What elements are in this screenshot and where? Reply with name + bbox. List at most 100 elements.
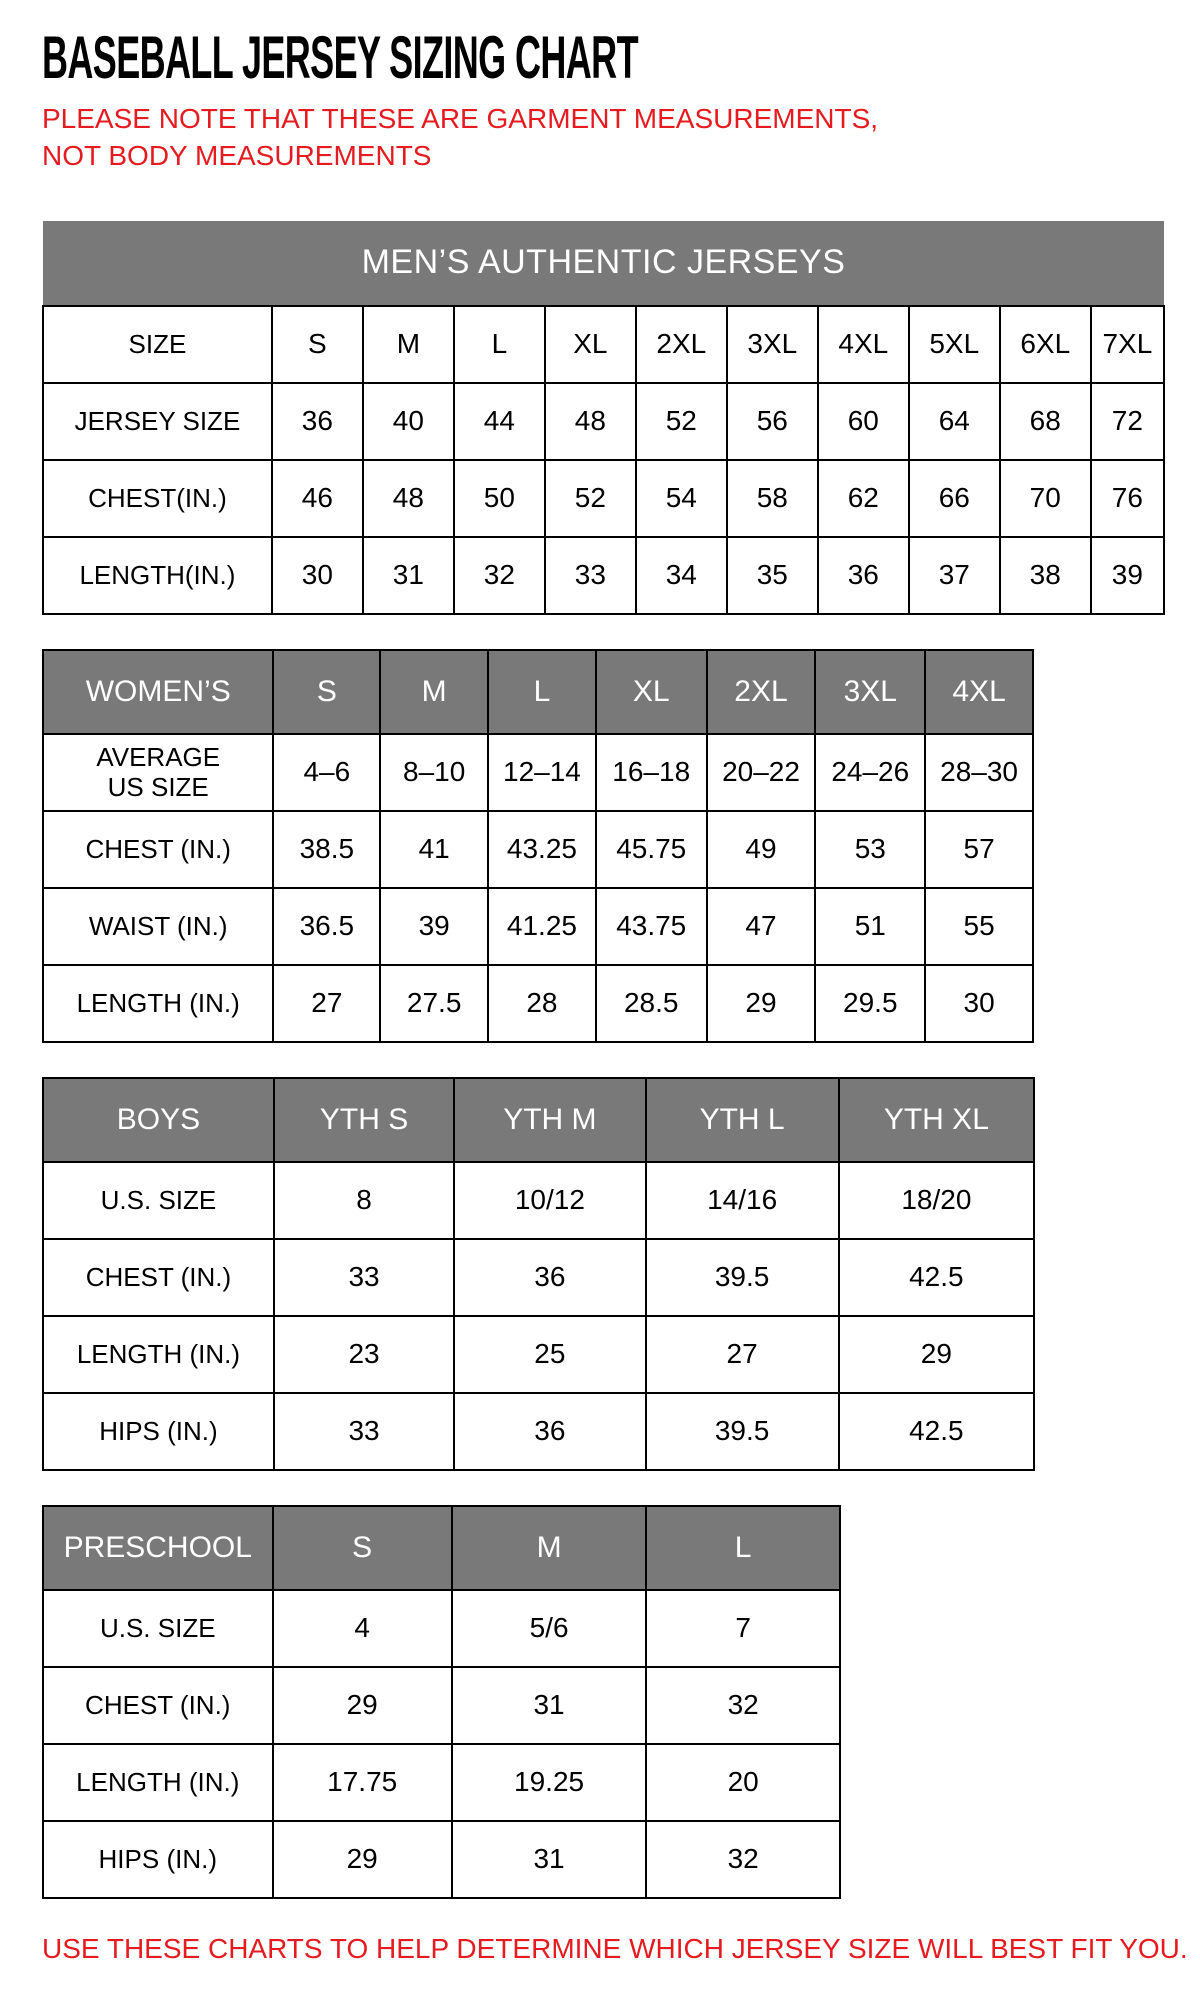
value-cell: 42.5 xyxy=(837,1391,1036,1471)
value-cell: 4–6 xyxy=(272,732,382,812)
header-row: WOMEN’S S M L XL 2XL 3XL 4XL xyxy=(41,648,1034,735)
value-cell: 32 xyxy=(452,535,546,615)
value-cell: 14/16 xyxy=(644,1160,840,1240)
row-label-cell: LENGTH(IN.) xyxy=(42,535,273,615)
value-cell: 39.5 xyxy=(644,1237,840,1317)
value-cell: 5XL xyxy=(907,304,1001,384)
row-label-cell: HIPS (IN.) xyxy=(42,1819,274,1899)
value-cell: 8–10 xyxy=(379,732,490,812)
value-cell: 29 xyxy=(271,1665,453,1745)
value-cell: 36 xyxy=(453,1237,647,1317)
garment-measurement-note: PLEASE NOTE THAT THESE ARE GARMENT MEASU… xyxy=(42,103,879,171)
column-header-cell: YTH L xyxy=(644,1076,840,1163)
table-row: HIPS (IN.) 29 31 32 xyxy=(42,1819,841,1899)
row-label-cell: LENGTH (IN.) xyxy=(41,963,275,1043)
value-cell: 27.5 xyxy=(379,963,490,1043)
column-header-cell: M xyxy=(379,648,490,735)
preschool-table: PRESCHOOL S M L U.S. SIZE 4 5/6 7 CHEST (IN.) 29 3… xyxy=(42,1504,841,1899)
row-label-cell: JERSEY SIZE xyxy=(42,381,273,461)
value-cell: 27 xyxy=(644,1314,840,1394)
column-header-cell: L xyxy=(645,1504,841,1591)
value-cell: XL xyxy=(543,304,637,384)
value-cell: 30 xyxy=(270,535,364,615)
column-header-cell: XL xyxy=(594,648,708,735)
value-cell: 29.5 xyxy=(814,963,927,1043)
row-label-cell: SIZE xyxy=(42,304,273,384)
header-row: BOYS YTH S YTH M YTH L YTH XL xyxy=(42,1076,1036,1163)
value-cell: 54 xyxy=(634,458,728,538)
value-cell: 28 xyxy=(487,963,597,1043)
column-header-cell: YTH XL xyxy=(837,1076,1036,1163)
row-label-cell: LENGTH (IN.) xyxy=(42,1314,275,1394)
value-cell: 68 xyxy=(998,381,1092,461)
column-header-cell: S xyxy=(272,648,382,735)
table-row: CHEST (IN.) 29 31 32 xyxy=(42,1665,841,1745)
column-header-cell: S xyxy=(271,1504,453,1591)
value-cell: 29 xyxy=(837,1314,1036,1394)
row-label-cell: AVERAGE US SIZE xyxy=(41,732,275,812)
value-cell: 12–14 xyxy=(487,732,597,812)
value-cell: 20 xyxy=(645,1742,841,1822)
header-row: PRESCHOOL S M L xyxy=(42,1504,841,1591)
table-title-cell: BOYS xyxy=(42,1076,275,1163)
row-label-cell: CHEST (IN.) xyxy=(42,1665,274,1745)
table-row: LENGTH(IN.) 30 31 32 33 34 35 36 37 38 39 xyxy=(42,535,1166,615)
value-cell: 27 xyxy=(272,963,382,1043)
value-cell: L xyxy=(452,304,546,384)
value-cell: 38 xyxy=(998,535,1092,615)
value-cell: 4 xyxy=(271,1588,453,1668)
column-header-cell: YTH S xyxy=(272,1076,456,1163)
value-cell: 29 xyxy=(705,963,817,1043)
value-cell: 28–30 xyxy=(924,732,1034,812)
row-label-cell: WAIST (IN.) xyxy=(41,886,275,966)
row-label-cell: HIPS (IN.) xyxy=(42,1391,275,1471)
value-cell: 49 xyxy=(705,809,817,889)
row-label-cell: CHEST (IN.) xyxy=(42,1237,275,1317)
page-title: BASEBALL JERSEY SIZING CHART xyxy=(42,24,639,91)
table-row: HIPS (IN.) 33 36 39.5 42.5 xyxy=(42,1391,1036,1471)
value-cell: 19.25 xyxy=(450,1742,648,1822)
value-cell: 5/6 xyxy=(450,1588,648,1668)
value-cell: 29 xyxy=(271,1819,453,1899)
column-header-cell: L xyxy=(487,648,597,735)
value-cell: 76 xyxy=(1089,458,1166,538)
row-label-cell: CHEST(IN.) xyxy=(42,458,273,538)
value-cell: 2XL xyxy=(634,304,728,384)
table-row: LENGTH (IN.) 27 27.5 28 28.5 29 29.5 30 xyxy=(41,963,1034,1043)
column-header-cell: M xyxy=(450,1504,648,1591)
value-cell: 70 xyxy=(998,458,1092,538)
value-cell: 41 xyxy=(379,809,490,889)
value-cell: 66 xyxy=(907,458,1001,538)
value-cell: 48 xyxy=(543,381,637,461)
value-cell: 57 xyxy=(924,809,1034,889)
value-cell: 40 xyxy=(361,381,455,461)
value-cell: 7XL xyxy=(1089,304,1166,384)
value-cell: 47 xyxy=(705,886,817,966)
value-cell: 62 xyxy=(816,458,910,538)
value-cell: 72 xyxy=(1089,381,1166,461)
row-label-cell: U.S. SIZE xyxy=(42,1160,275,1240)
value-cell: 36 xyxy=(816,535,910,615)
value-cell: 18/20 xyxy=(837,1160,1036,1240)
value-cell: 45.75 xyxy=(594,809,708,889)
column-header-cell: YTH M xyxy=(453,1076,647,1163)
row-label-cell: CHEST (IN.) xyxy=(41,809,275,889)
table-row: U.S. SIZE 4 5/6 7 xyxy=(42,1588,841,1668)
value-cell: 32 xyxy=(645,1819,841,1899)
womens-table: WOMEN’S S M L XL 2XL 3XL 4XL AVERAGE US SIZE 4–6 8… xyxy=(41,648,1034,1043)
boys-table: BOYS YTH S YTH M YTH L YTH XL U.S. SIZE 8 10/12… xyxy=(42,1076,1036,1471)
banner-row: MEN’S AUTHENTIC JERSEYS xyxy=(43,220,1164,306)
value-cell: 55 xyxy=(924,886,1034,966)
table-row: CHEST(IN.) 46 48 50 52 54 58 62 66 70 76 xyxy=(42,458,1166,538)
value-cell: 3XL xyxy=(725,304,819,384)
table-row: CHEST (IN.) 38.5 41 43.25 45.75 49 53 57 xyxy=(41,809,1034,889)
value-cell: 50 xyxy=(452,458,546,538)
value-cell: 16–18 xyxy=(594,732,708,812)
value-cell: 33 xyxy=(543,535,637,615)
value-cell: 23 xyxy=(272,1314,456,1394)
column-header-cell: 2XL xyxy=(705,648,817,735)
value-cell: 4XL xyxy=(816,304,910,384)
value-cell: 30 xyxy=(924,963,1034,1043)
value-cell: 41.25 xyxy=(487,886,597,966)
